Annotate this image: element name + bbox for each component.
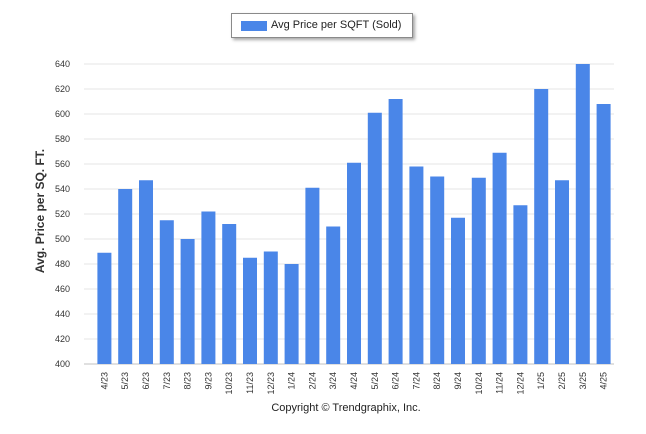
bar <box>180 239 195 364</box>
bar <box>596 104 611 364</box>
y-tick-label: 420 <box>55 334 70 344</box>
y-tick-label: 540 <box>55 184 70 194</box>
x-tick-label: 9/23 <box>203 372 213 390</box>
legend-label: Avg Price per SQFT (Sold) <box>271 19 402 31</box>
chart-legend: Avg Price per SQFT (Sold) <box>231 13 413 38</box>
bar <box>118 189 133 364</box>
bar <box>471 177 486 364</box>
x-tick-label: 12/23 <box>266 372 276 395</box>
x-tick-label: 2/25 <box>557 372 567 390</box>
x-tick-label: 8/23 <box>183 372 193 390</box>
x-tick-label: 7/23 <box>162 372 172 390</box>
x-tick-label: 11/24 <box>495 372 505 394</box>
copyright-text: Copyright © Trendgraphix, Inc. <box>271 402 421 414</box>
bar <box>347 162 361 364</box>
x-tick-label: 9/24 <box>453 372 463 390</box>
bars <box>97 64 611 364</box>
y-tick-label: 440 <box>55 309 70 319</box>
x-tick-label: 4/23 <box>99 372 109 390</box>
x-tick-label: 4/25 <box>599 372 609 390</box>
x-tick-label: 11/23 <box>245 372 255 394</box>
y-tick-label: 480 <box>55 259 70 269</box>
y-tick-label: 620 <box>55 84 70 94</box>
y-tick-label: 520 <box>55 209 70 219</box>
bar <box>139 180 153 364</box>
x-tick-label: 5/24 <box>370 372 380 390</box>
y-tick-label: 580 <box>55 134 70 144</box>
x-tick-label: 6/23 <box>141 372 151 390</box>
bar <box>513 205 528 364</box>
bar <box>159 220 174 364</box>
y-axis-label: Avg. Price per SQ. FT. <box>33 149 47 273</box>
y-tick-label: 500 <box>55 234 70 244</box>
x-tick-label: 1/24 <box>287 372 297 390</box>
y-tick-label: 640 <box>55 59 70 69</box>
bar <box>97 252 112 364</box>
legend-swatch <box>241 21 267 31</box>
x-axis-ticks: 4/23 5/23 6/23 7/23 8/23 9/23 10/23 11/23 12/23 1… <box>99 372 608 395</box>
bar <box>222 224 237 364</box>
bar <box>201 211 216 364</box>
x-tick-label: 1/25 <box>536 372 546 390</box>
x-tick-label: 12/24 <box>515 372 525 395</box>
bar <box>243 257 257 364</box>
bar <box>326 226 341 364</box>
bar <box>263 251 278 364</box>
bar <box>451 217 465 364</box>
bar <box>409 166 424 364</box>
bar <box>284 264 299 364</box>
y-tick-label: 400 <box>55 359 70 369</box>
x-tick-label: 7/24 <box>411 372 421 390</box>
x-tick-label: 2/24 <box>307 372 317 390</box>
x-tick-label: 4/24 <box>349 372 359 390</box>
bar <box>430 176 445 364</box>
x-tick-label: 3/24 <box>328 372 338 390</box>
x-tick-label: 5/23 <box>120 372 130 390</box>
x-tick-label: 10/23 <box>224 372 234 395</box>
bar <box>388 99 403 364</box>
x-tick-label: 3/25 <box>578 372 588 390</box>
y-axis-ticks: 400 420 440 460 480 500 520 540 560 580 600 620 640 <box>55 59 70 369</box>
x-tick-label: 8/24 <box>432 372 442 390</box>
bar <box>575 64 590 364</box>
x-tick-label: 10/24 <box>474 372 484 395</box>
bar <box>555 180 569 364</box>
y-tick-label: 460 <box>55 284 70 294</box>
bar <box>534 89 549 364</box>
y-tick-label: 600 <box>55 109 70 119</box>
bar <box>305 187 320 364</box>
y-tick-label: 560 <box>55 159 70 169</box>
bar <box>367 112 382 364</box>
bar <box>492 152 507 364</box>
x-tick-label: 6/24 <box>391 372 401 390</box>
